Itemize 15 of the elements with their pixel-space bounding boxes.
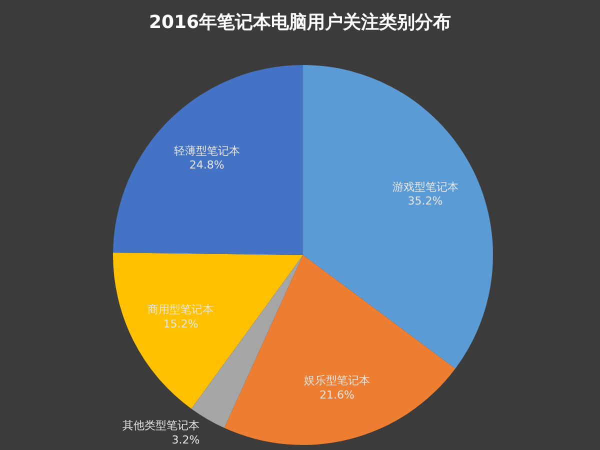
slice-label: 其他类型笔记本: [122, 418, 200, 432]
data-label: 15.2%: [163, 317, 198, 330]
slice-label: 商用型笔记本: [148, 303, 214, 316]
slice-label: 轻薄型笔记本: [174, 144, 240, 158]
chart-title: 2016年笔记本电脑用户关注类别分布: [148, 11, 452, 34]
data-label: 35.2%: [408, 194, 443, 208]
pie-slice: [113, 252, 303, 409]
data-label: 3.2%: [172, 433, 200, 446]
pie-slice: [224, 255, 456, 445]
data-label: 24.8%: [189, 158, 224, 172]
pie-slice: [303, 65, 493, 369]
pie-slice: [113, 65, 303, 255]
data-label: 21.6%: [320, 388, 354, 402]
slice-label: 娱乐型笔记本: [304, 374, 370, 388]
slice-label: 游戏型笔记本: [392, 180, 458, 194]
